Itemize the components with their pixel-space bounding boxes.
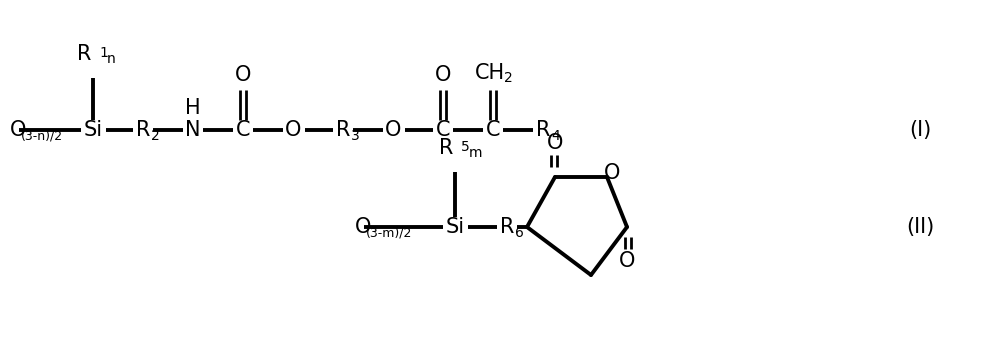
Text: R: R bbox=[536, 120, 550, 140]
Text: H: H bbox=[185, 98, 201, 118]
Text: (3-m)/2: (3-m)/2 bbox=[366, 227, 412, 239]
Text: C: C bbox=[486, 120, 500, 140]
Text: O: O bbox=[355, 217, 371, 237]
Text: n: n bbox=[107, 52, 116, 66]
Text: 2: 2 bbox=[151, 129, 160, 143]
Text: (3-n)/2: (3-n)/2 bbox=[21, 129, 63, 142]
Text: R: R bbox=[439, 138, 453, 158]
Text: m: m bbox=[469, 146, 483, 160]
Text: 2: 2 bbox=[504, 71, 513, 85]
Text: C: C bbox=[236, 120, 250, 140]
Text: CH: CH bbox=[475, 63, 505, 83]
Text: 1: 1 bbox=[99, 46, 108, 60]
Text: C: C bbox=[436, 120, 450, 140]
Text: O: O bbox=[385, 120, 401, 140]
Text: O: O bbox=[619, 251, 635, 271]
Text: 4: 4 bbox=[551, 129, 560, 143]
Text: R: R bbox=[500, 217, 514, 237]
Text: R: R bbox=[136, 120, 150, 140]
Text: O: O bbox=[285, 120, 301, 140]
Text: O: O bbox=[10, 120, 26, 140]
Text: O: O bbox=[604, 163, 620, 183]
Text: O: O bbox=[235, 65, 251, 85]
Text: R: R bbox=[77, 44, 91, 64]
Text: Si: Si bbox=[83, 120, 103, 140]
Text: N: N bbox=[185, 120, 201, 140]
Text: Si: Si bbox=[445, 217, 465, 237]
Text: 5: 5 bbox=[461, 140, 470, 154]
Text: (I): (I) bbox=[909, 120, 931, 140]
Text: (II): (II) bbox=[906, 217, 934, 237]
Text: R: R bbox=[336, 120, 350, 140]
Text: O: O bbox=[547, 133, 563, 153]
Text: O: O bbox=[435, 65, 451, 85]
Text: 6: 6 bbox=[515, 226, 524, 240]
Text: 3: 3 bbox=[351, 129, 360, 143]
